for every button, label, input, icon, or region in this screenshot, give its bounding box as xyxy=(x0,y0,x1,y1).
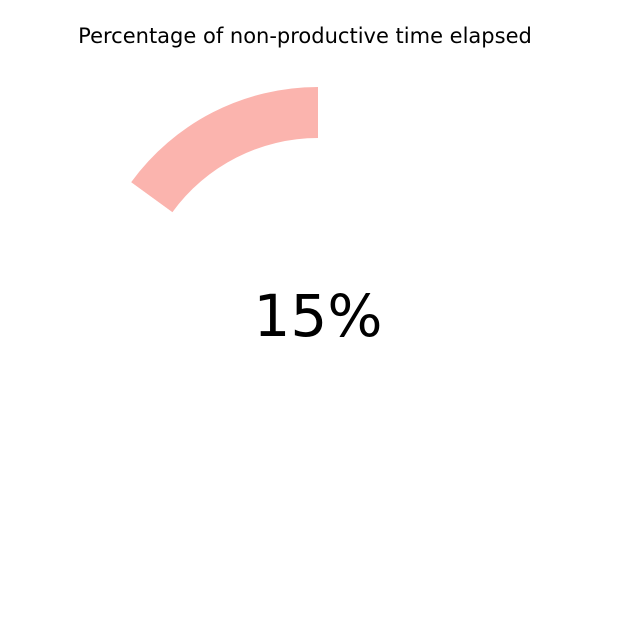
gauge-value-label: 15% xyxy=(254,282,383,350)
gauge-slices xyxy=(87,87,550,549)
chart-title: Percentage of non-productive time elapse… xyxy=(78,24,532,48)
gauge-filled-slice xyxy=(131,87,318,213)
